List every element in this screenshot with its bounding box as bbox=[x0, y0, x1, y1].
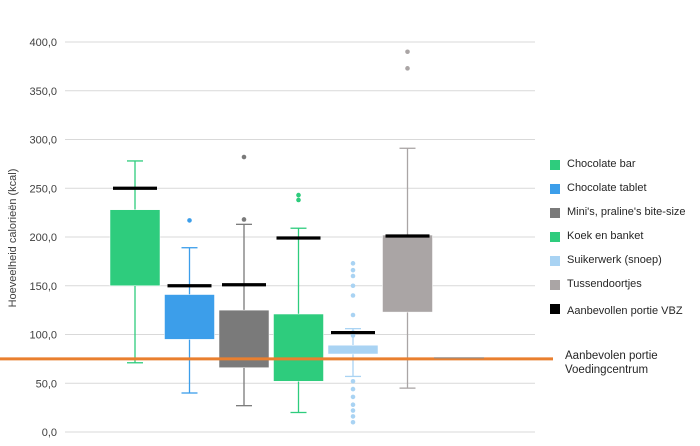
outlier-point bbox=[350, 293, 356, 298]
outlier-point bbox=[350, 408, 356, 413]
y-tick-label: 300,0 bbox=[29, 135, 57, 147]
legend-label: Mini's, praline's bite-size bbox=[567, 206, 686, 218]
outlier-point bbox=[350, 402, 356, 408]
box-3 bbox=[273, 192, 324, 414]
legend-label: Suikerwerk (snoep) bbox=[567, 254, 662, 266]
y-tick-label: 100,0 bbox=[29, 330, 57, 342]
box-iqr bbox=[164, 294, 215, 340]
legend-label: Chocolate tablet bbox=[567, 182, 647, 194]
legend-item-aanbevolen-vbz: Aanbevollen portie VBZ bbox=[550, 302, 700, 332]
y-tick-label: 50,0 bbox=[36, 378, 57, 390]
box-iqr bbox=[109, 209, 161, 286]
y-tick-label: 150,0 bbox=[29, 281, 57, 293]
y-axis: 0,0 50,0 100,0 150,0 200,0 250,0 300,0 350,0 400… bbox=[29, 37, 57, 439]
legend-label: Aanbevollen portie VBZ bbox=[567, 305, 683, 317]
outlier-point bbox=[350, 273, 356, 279]
outlier-point bbox=[296, 192, 301, 198]
legend-label: Chocolate bar bbox=[567, 158, 636, 170]
outlier-point bbox=[187, 218, 192, 223]
y-tick-label: 350,0 bbox=[29, 86, 57, 98]
legend-item-koek-en-banket: Koek en banket bbox=[550, 230, 700, 254]
outlier-point bbox=[241, 154, 247, 160]
box-0 bbox=[109, 160, 161, 364]
outlier-point bbox=[350, 312, 356, 318]
y-tick-label: 250,0 bbox=[29, 183, 57, 195]
legend-swatch bbox=[550, 184, 560, 194]
legend-swatch bbox=[550, 232, 560, 242]
legend-swatch bbox=[550, 256, 560, 266]
legend-swatch bbox=[550, 280, 560, 290]
outlier-point bbox=[241, 217, 247, 222]
reference-line-label: Aanbevolen portie Voedingcentrum bbox=[565, 350, 658, 376]
legend-item-tussendoortjes: Tussendoortjes bbox=[550, 278, 700, 302]
box-5 bbox=[382, 49, 433, 389]
outlier-point bbox=[405, 66, 410, 71]
legend-item-chocolate-tablet: Chocolate tablet bbox=[550, 182, 700, 206]
outlier-point bbox=[350, 386, 356, 392]
legend-swatch bbox=[550, 160, 560, 170]
legend-swatch bbox=[550, 208, 560, 218]
legend-label: Koek en banket bbox=[567, 230, 644, 242]
legend-label: Tussendoortjes bbox=[567, 278, 642, 290]
outlier-point bbox=[350, 419, 356, 425]
outlier-point bbox=[350, 261, 356, 266]
box-1 bbox=[164, 218, 215, 394]
legend-swatch bbox=[550, 304, 560, 314]
y-axis-title: Hoeveelheid calorieën (kcal) bbox=[7, 169, 19, 308]
outlier-point bbox=[405, 49, 410, 55]
legend-item-suikerwerk: Suikerwerk (snoep) bbox=[550, 254, 700, 278]
outlier-point bbox=[350, 283, 356, 289]
y-tick-label: 0,0 bbox=[42, 427, 57, 439]
legend-item-chocolate-bar: Chocolate bar bbox=[550, 158, 700, 182]
box-iqr bbox=[382, 234, 433, 313]
outlier-point bbox=[350, 379, 356, 384]
outlier-point bbox=[350, 267, 356, 273]
box-4 bbox=[327, 261, 379, 425]
box-2 bbox=[218, 154, 270, 407]
outlier-point bbox=[350, 394, 356, 400]
legend: Chocolate bar Chocolate tablet Mini's, p… bbox=[550, 158, 700, 332]
box-iqr bbox=[327, 344, 379, 355]
y-tick-label: 200,0 bbox=[29, 232, 57, 244]
outlier-point bbox=[350, 414, 356, 419]
boxes bbox=[109, 49, 433, 425]
outlier-point bbox=[296, 197, 301, 203]
box-iqr bbox=[273, 313, 324, 382]
legend-item-minis-pralines: Mini's, praline's bite-size bbox=[550, 206, 700, 230]
y-tick-label: 400,0 bbox=[29, 37, 57, 49]
reference-line-layer bbox=[0, 357, 553, 361]
